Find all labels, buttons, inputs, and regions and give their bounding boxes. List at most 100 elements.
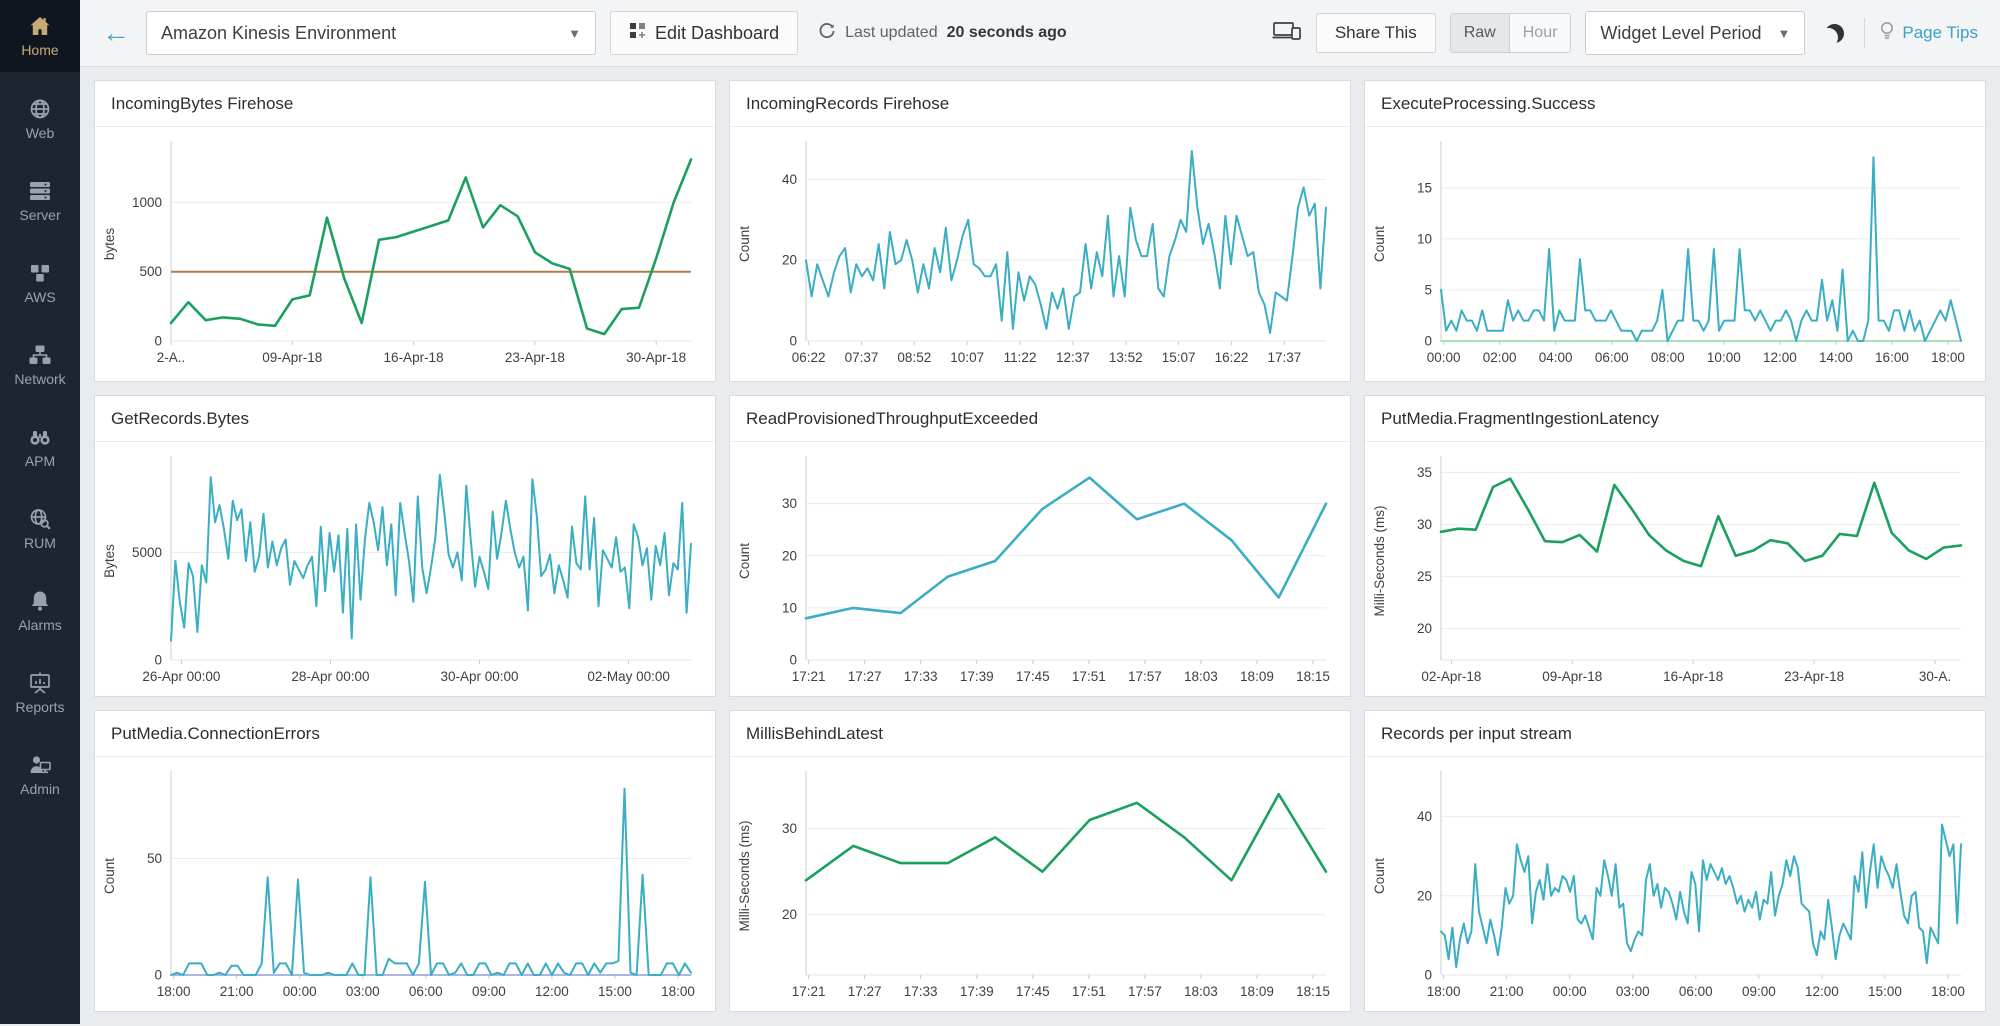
svg-text:18:09: 18:09 xyxy=(1240,984,1274,999)
svg-text:06:00: 06:00 xyxy=(1679,984,1713,999)
refresh-icon[interactable] xyxy=(818,22,836,45)
svg-text:30-A.: 30-A. xyxy=(1919,669,1951,684)
svg-text:07:37: 07:37 xyxy=(845,350,879,365)
svg-text:Count: Count xyxy=(1372,858,1387,894)
line-chart[interactable]: 0 10 20 30 Count 17:21 17:27 17:33 17:39 17:45 17:… xyxy=(732,446,1348,696)
line-chart[interactable]: 0 5000 Bytes 26-Apr 00:00 28-Apr 00:00 30-Apr… xyxy=(97,446,713,696)
svg-text:21:00: 21:00 xyxy=(220,984,254,999)
line-chart[interactable]: 0 500 1000 bytes 2-A.. 09-Apr-18 16-Apr-18 23-A… xyxy=(97,131,713,377)
svg-text:18:00: 18:00 xyxy=(1931,350,1965,365)
svg-text:12:00: 12:00 xyxy=(1763,350,1797,365)
top-toolbar: ← Amazon Kinesis Environment ▼ Edit Dash… xyxy=(80,0,2000,67)
svg-text:09-Apr-18: 09-Apr-18 xyxy=(262,350,322,365)
svg-text:0: 0 xyxy=(1424,334,1432,349)
toggle-raw[interactable]: Raw xyxy=(1450,14,1510,52)
svg-text:04:00: 04:00 xyxy=(1539,350,1573,365)
dark-mode-moon-icon[interactable] xyxy=(1825,24,1844,43)
svg-text:bytes: bytes xyxy=(102,228,117,261)
sidebar-item-rum[interactable]: RUM xyxy=(0,496,80,562)
svg-text:00:00: 00:00 xyxy=(283,984,317,999)
svg-text:50: 50 xyxy=(147,851,162,866)
svg-text:20: 20 xyxy=(782,548,797,563)
chart-title: MillisBehindLatest xyxy=(730,711,1350,757)
last-updated-value: 20 seconds ago xyxy=(946,24,1067,41)
svg-text:06:00: 06:00 xyxy=(1595,350,1629,365)
svg-text:11:22: 11:22 xyxy=(1004,350,1037,365)
sidebar-item-web[interactable]: Web xyxy=(0,86,80,152)
svg-text:13:52: 13:52 xyxy=(1109,350,1143,365)
sidebar-item-server[interactable]: Server xyxy=(0,168,80,234)
dashboard-grid: IncomingBytes Firehose 0 500 1000 bytes 2-A.… xyxy=(80,67,2000,1026)
dashboard-selector[interactable]: Amazon Kinesis Environment ▼ xyxy=(146,11,596,55)
line-chart[interactable]: 20 30 Milli-Seconds (ms) 17:21 17:27 17:33 17:… xyxy=(732,761,1348,1011)
toggle-hour[interactable]: Hour xyxy=(1509,14,1571,52)
sidebar-item-alarms[interactable]: Alarms xyxy=(0,578,80,644)
svg-text:Count: Count xyxy=(737,543,752,579)
chart-title: Records per input stream xyxy=(1365,711,1985,757)
svg-text:21:00: 21:00 xyxy=(1490,984,1524,999)
sidebar-item-label: Web xyxy=(25,125,55,141)
svg-text:18:15: 18:15 xyxy=(1296,669,1330,684)
edit-dashboard-button[interactable]: Edit Dashboard xyxy=(610,11,799,55)
svg-text:17:45: 17:45 xyxy=(1016,984,1050,999)
sidebar-item-network[interactable]: Network xyxy=(0,332,80,398)
svg-text:02:00: 02:00 xyxy=(1483,350,1517,365)
sidebar-item-apm[interactable]: APM xyxy=(0,414,80,480)
svg-text:18:09: 18:09 xyxy=(1240,669,1274,684)
admin-user-icon xyxy=(28,753,52,777)
sidebar-item-home[interactable]: Home xyxy=(0,0,80,72)
svg-text:0: 0 xyxy=(154,334,162,349)
svg-text:40: 40 xyxy=(1417,809,1432,824)
devices-icon[interactable] xyxy=(1272,19,1302,48)
network-nodes-icon xyxy=(28,343,52,367)
svg-text:35: 35 xyxy=(1417,465,1432,480)
svg-text:1000: 1000 xyxy=(132,195,162,210)
svg-text:Bytes: Bytes xyxy=(102,544,117,578)
line-chart[interactable]: 0 5 10 15 Count 00:00 02:00 04:00 06:00 08:00 10:0… xyxy=(1367,131,1983,377)
svg-text:18:00: 18:00 xyxy=(157,984,191,999)
svg-text:16:00: 16:00 xyxy=(1875,350,1909,365)
svg-text:06:00: 06:00 xyxy=(409,984,443,999)
svg-text:17:33: 17:33 xyxy=(904,984,938,999)
widget-level-period-label: Widget Level Period xyxy=(1600,22,1762,43)
svg-text:0: 0 xyxy=(1424,968,1432,983)
chart-card-executeprocessing-success: ExecuteProcessing.Success 0 5 10 15 Count 00:… xyxy=(1364,80,1986,382)
svg-text:18:03: 18:03 xyxy=(1184,669,1218,684)
svg-text:5000: 5000 xyxy=(132,545,162,560)
line-chart[interactable]: 0 50 Count 18:00 21:00 00:00 03:00 06:00 09:00 12… xyxy=(97,761,713,1011)
share-this-button[interactable]: Share This xyxy=(1315,13,1436,53)
svg-text:02-Apr-18: 02-Apr-18 xyxy=(1421,669,1481,684)
svg-text:30-Apr 00:00: 30-Apr 00:00 xyxy=(441,669,519,684)
svg-text:20: 20 xyxy=(1417,621,1432,636)
svg-text:26-Apr 00:00: 26-Apr 00:00 xyxy=(142,669,220,684)
back-arrow-icon[interactable]: ← xyxy=(102,17,130,48)
svg-text:Count: Count xyxy=(737,226,752,262)
svg-text:0: 0 xyxy=(154,653,162,668)
svg-text:2-A..: 2-A.. xyxy=(157,350,186,365)
page-tips-label: Page Tips xyxy=(1902,23,1978,42)
svg-text:17:37: 17:37 xyxy=(1268,350,1302,365)
line-chart[interactable]: 20 25 30 35 Milli-Seconds (ms) 02-Apr-18 09-Ap… xyxy=(1367,446,1983,696)
sidebar: Home Web Server AWS Network APM RUM Alar… xyxy=(0,0,80,1024)
svg-text:06:22: 06:22 xyxy=(792,350,826,365)
svg-text:17:51: 17:51 xyxy=(1072,669,1106,684)
sidebar-item-aws[interactable]: AWS xyxy=(0,250,80,316)
sidebar-item-admin[interactable]: Admin xyxy=(0,742,80,808)
svg-text:23-Apr-18: 23-Apr-18 xyxy=(1784,669,1844,684)
main-area: ← Amazon Kinesis Environment ▼ Edit Dash… xyxy=(80,0,2000,1024)
sidebar-item-label: Server xyxy=(19,207,61,223)
widget-level-period-dropdown[interactable]: Widget Level Period ▼ xyxy=(1585,11,1806,55)
svg-text:12:37: 12:37 xyxy=(1056,350,1090,365)
svg-text:12:00: 12:00 xyxy=(1805,984,1839,999)
svg-text:5: 5 xyxy=(1424,282,1432,297)
svg-text:10: 10 xyxy=(1417,231,1432,246)
svg-text:18:15: 18:15 xyxy=(1296,984,1330,999)
svg-text:10:07: 10:07 xyxy=(950,350,984,365)
sidebar-item-label: AWS xyxy=(24,289,56,305)
svg-text:15:07: 15:07 xyxy=(1162,350,1196,365)
line-chart[interactable]: 0 20 40 Count 18:00 21:00 00:00 03:00 06:00 09:00… xyxy=(1367,761,1983,1011)
svg-text:17:27: 17:27 xyxy=(848,984,882,999)
sidebar-item-reports[interactable]: Reports xyxy=(0,660,80,726)
page-tips-button[interactable]: Page Tips xyxy=(1879,21,1978,46)
line-chart[interactable]: 0 20 40 Count 06:22 07:37 08:52 10:07 11:22 12:37… xyxy=(732,131,1348,377)
